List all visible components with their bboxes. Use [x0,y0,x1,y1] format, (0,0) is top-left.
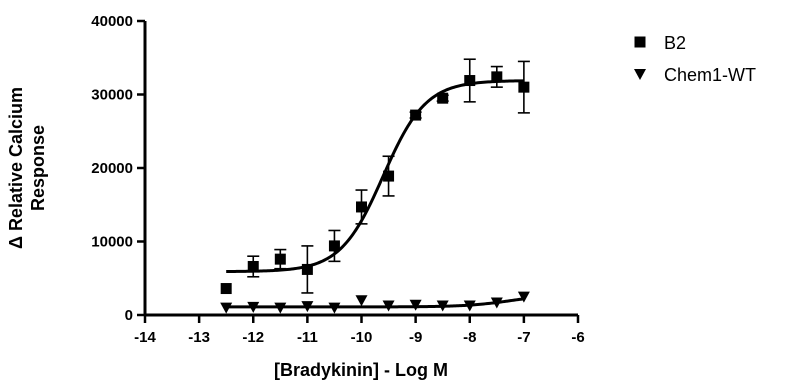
legend: B2 Chem1-WT [634,33,756,85]
fit-curve-chem1-wt [226,297,525,309]
legend-marker-chem1-wt [634,69,646,80]
data-point-chem1-wt [436,300,449,312]
y-tick-label: 30000 [91,87,133,104]
data-point-chem1-wt [301,301,314,313]
x-axis-label: [Bradykinin] - Log M [274,360,448,380]
axes: -14 -13 -12 -11 -10 -9 -8 -7 -6 0 10000 20000 30000 4… [91,13,584,346]
y-tick-label: 20000 [91,160,133,177]
data-point-chem1-wt [463,300,476,312]
data-point-b2 [247,260,259,272]
x-tick-label: -14 [134,329,156,346]
x-tick-label: -13 [188,329,210,346]
y-tick-label: 10000 [91,234,133,251]
data-point-chem1-wt [355,295,368,307]
data-point-b2 [410,109,422,121]
fit-curves [226,79,525,309]
data-point-chem1-wt [490,297,503,309]
legend-marker-b2 [634,36,646,48]
data-point-b2 [518,81,530,93]
legend-label-b2: B2 [664,33,686,53]
data-point-chem1-wt [382,300,395,312]
data-point-chem1-wt [247,301,260,313]
x-tick-label: -10 [351,329,373,346]
x-tick-label: -11 [297,329,318,346]
data-point-b2 [383,170,395,182]
y-tick-label: 0 [125,307,133,324]
x-tick-label: -9 [409,329,422,346]
y-axis-label-line-1: Δ Relative Calcium [6,87,26,249]
data-point-chem1-wt [274,302,287,314]
data-point-b2 [274,253,286,265]
data-point-b2 [356,201,367,213]
data-point-b2 [220,283,232,295]
data-point-b2 [491,71,503,83]
y-tick-label: 40000 [91,13,133,30]
y-axis-label-line-2: Response [28,125,48,211]
data-point-b2 [301,263,313,275]
data-point-b2 [464,75,476,87]
data-point-chem1-wt [220,302,233,314]
fit-curve-b2 [226,79,524,274]
data-point-b2 [437,92,449,104]
data-point-b2 [328,240,340,252]
x-tick-label: -6 [571,329,584,346]
data-point-chem1-wt [328,302,341,314]
x-tick-label: -8 [463,329,476,346]
data-markers [220,71,530,314]
x-tick-label: -7 [517,329,530,346]
x-tick-label: -12 [242,329,264,346]
data-point-chem1-wt [517,291,530,303]
legend-label-chem1-wt: Chem1-WT [664,65,756,85]
data-point-chem1-wt [409,299,422,311]
